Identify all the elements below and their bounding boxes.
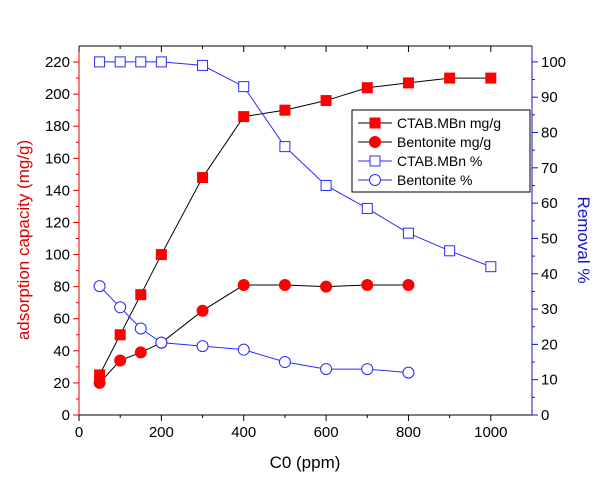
data-point [485, 72, 497, 84]
data-point [361, 279, 374, 292]
data-point [361, 363, 374, 376]
left-y-tick-label: 180 [45, 118, 70, 135]
left-y-tick-label: 200 [45, 86, 70, 103]
left-y-tick-label: 100 [45, 247, 70, 264]
left-y-tick-label: 60 [53, 311, 70, 328]
right-y-tick-label: 80 [541, 125, 558, 142]
left-y-tick-label: 160 [45, 150, 70, 167]
x-axis-title: C0 (ppm) [270, 453, 341, 472]
data-point [444, 245, 456, 257]
x-tick-label: 200 [149, 424, 174, 441]
data-point [237, 343, 250, 356]
data-point [320, 179, 332, 191]
data-point [134, 346, 147, 359]
data-point [135, 56, 147, 68]
data-point [155, 249, 167, 261]
data-point [237, 279, 250, 292]
data-point [444, 72, 456, 84]
x-tick-label: 400 [231, 424, 256, 441]
data-point [94, 56, 106, 68]
series-markers [93, 56, 497, 389]
right-y-axis-title: Removal % [574, 197, 593, 284]
data-point [134, 322, 147, 335]
right-y-tick-label: 20 [541, 336, 558, 353]
data-point [402, 279, 415, 292]
left-y-tick-label: 140 [45, 182, 70, 199]
x-tick-label: 800 [396, 424, 421, 441]
data-point [93, 376, 106, 389]
legend-marker [369, 136, 381, 148]
data-point [155, 56, 167, 68]
left-y-tick-label: 20 [53, 375, 70, 392]
data-point [196, 304, 209, 317]
right-y-tick-label: 30 [541, 301, 558, 318]
data-point [135, 289, 147, 301]
legend-marker [369, 155, 381, 167]
right-y-tick-label: 70 [541, 160, 558, 177]
right-y-tick-label: 90 [541, 89, 558, 106]
left-y-tick-label: 120 [45, 214, 70, 231]
data-point [114, 56, 126, 68]
data-point [320, 95, 332, 107]
legend-marker [369, 174, 381, 186]
data-point [155, 336, 168, 349]
data-point [278, 356, 291, 369]
data-point [361, 82, 373, 94]
right-y-tick-label: 50 [541, 230, 558, 247]
plot-frame [78, 45, 533, 416]
left-y-axis-title: adsorption capacity (mg/g) [14, 140, 33, 340]
left-y-tick-label: 40 [53, 343, 70, 360]
right-y-tick-label: 40 [541, 266, 558, 283]
legend: CTAB.MBn mg/g Bentonite mg/g CTAB.MBn % Ben… [351, 109, 531, 193]
data-point [320, 363, 333, 376]
left-y-tick-label: 0 [62, 407, 70, 424]
right-y-tick-label: 60 [541, 195, 558, 212]
series-line-0 [99, 77, 491, 376]
data-point [402, 227, 414, 239]
left-y-tick-label: 80 [53, 279, 70, 296]
series-line-3 [99, 285, 409, 374]
left-y-tick-label: 220 [45, 54, 70, 71]
legend-label: Bentonite mg/g [397, 134, 491, 150]
data-point [197, 172, 209, 184]
data-point [320, 280, 333, 293]
data-point [402, 366, 415, 379]
x-tick-label: 1000 [474, 424, 507, 441]
data-point [402, 77, 414, 89]
data-point [238, 81, 250, 93]
data-point [114, 301, 127, 314]
legend-marker [369, 117, 381, 129]
legend-label: CTAB.MBn % [397, 153, 482, 169]
data-point [278, 279, 291, 292]
data-point [93, 280, 106, 293]
axis-ticks: 0 200 400 600 800 100002040608010012014016018… [45, 46, 566, 441]
right-y-tick-label: 100 [541, 54, 566, 71]
data-point [196, 340, 209, 353]
series-line-1 [99, 284, 409, 384]
data-point [361, 202, 373, 214]
data-point [279, 104, 291, 116]
data-point [485, 261, 497, 273]
data-point [114, 354, 127, 367]
right-y-tick-label: 10 [541, 372, 558, 389]
data-point [114, 329, 126, 341]
right-y-tick-label: 0 [541, 407, 549, 424]
legend-box [351, 109, 531, 193]
data-point [197, 59, 209, 71]
data-point [238, 111, 250, 123]
data-point [279, 141, 291, 153]
x-tick-label: 600 [314, 424, 339, 441]
legend-label: CTAB.MBn mg/g [397, 115, 501, 131]
x-tick-label: 0 [75, 424, 83, 441]
legend-label: Bentonite % [397, 172, 473, 188]
